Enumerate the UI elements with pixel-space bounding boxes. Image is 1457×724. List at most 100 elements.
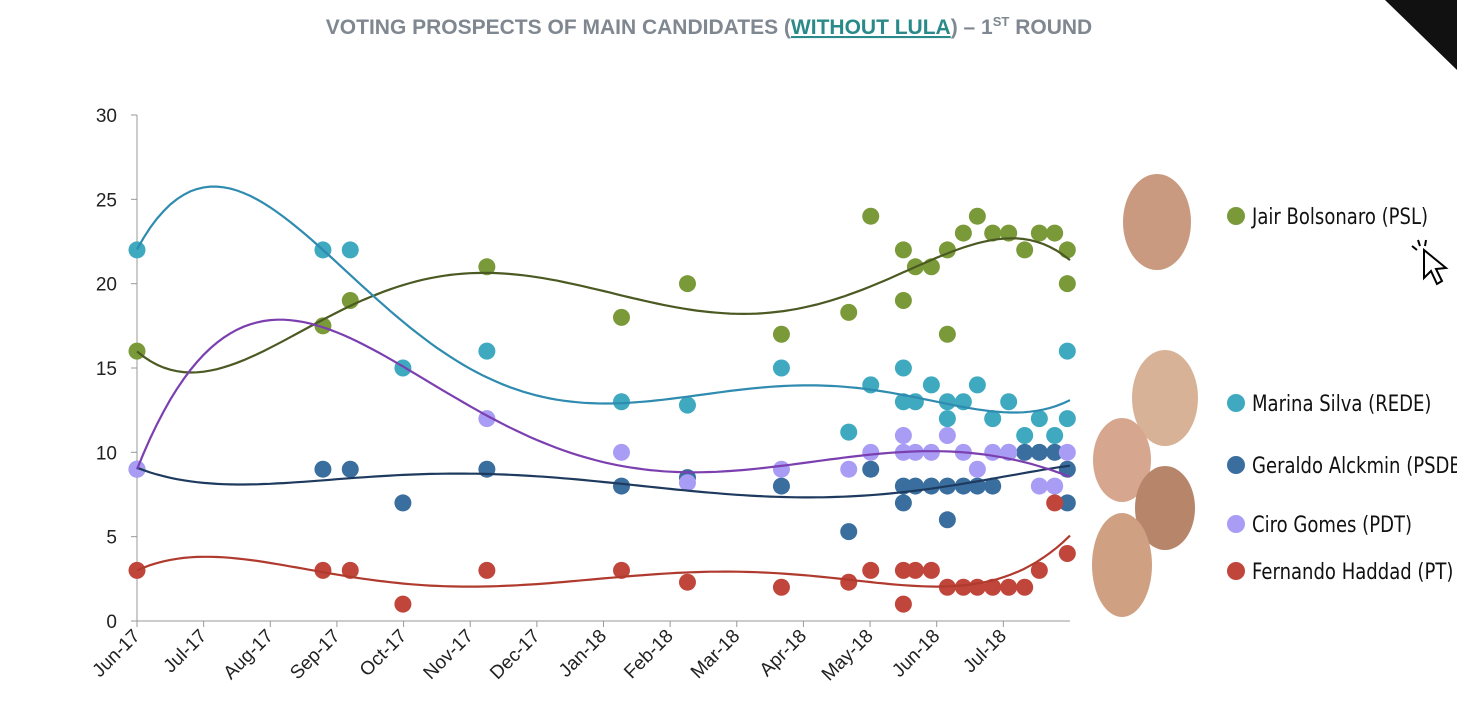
point xyxy=(772,359,790,377)
point xyxy=(394,595,412,613)
point xyxy=(314,561,332,579)
x-tick-label: May-18 xyxy=(818,626,878,686)
point xyxy=(984,410,1002,428)
x-tick-label: Jan-18 xyxy=(555,626,611,682)
point xyxy=(938,325,956,343)
x-tick-label: Dec-17 xyxy=(486,626,544,684)
point xyxy=(968,376,986,394)
point xyxy=(678,396,696,414)
legend-label: Marina Silva (REDE) xyxy=(1252,390,1431,416)
point xyxy=(772,578,790,596)
x-tick-label: Oct-17 xyxy=(356,626,411,681)
point xyxy=(612,477,630,495)
point xyxy=(314,460,332,478)
point xyxy=(922,443,940,461)
point xyxy=(894,494,912,512)
point xyxy=(894,292,912,310)
point xyxy=(894,477,912,495)
series xyxy=(128,207,1076,360)
point xyxy=(1030,410,1048,428)
point xyxy=(922,477,940,495)
point xyxy=(1058,494,1076,512)
y-tick-label: 15 xyxy=(96,359,117,380)
legend-marker xyxy=(1227,207,1245,225)
point xyxy=(1058,275,1076,293)
point xyxy=(862,561,880,579)
point xyxy=(1000,443,1018,461)
point xyxy=(862,460,880,478)
cursor-icon xyxy=(1411,239,1449,286)
point xyxy=(954,477,972,495)
title-part: VOTING PROSPECTS OF MAIN CANDIDATES ( xyxy=(326,16,791,39)
point xyxy=(954,578,972,596)
point xyxy=(894,561,912,579)
point xyxy=(1016,578,1034,596)
point xyxy=(341,460,359,478)
x-tick-label: Aug-17 xyxy=(220,626,278,684)
point xyxy=(478,342,496,360)
point xyxy=(478,258,496,276)
x-tick-label: Jun-17 xyxy=(89,626,145,682)
point xyxy=(840,573,858,591)
point xyxy=(938,410,956,428)
point xyxy=(341,561,359,579)
point xyxy=(612,308,630,326)
legend-marker xyxy=(1227,515,1245,533)
title-part: ) – 1 xyxy=(951,16,993,39)
point xyxy=(612,561,630,579)
legend-label: Jair Bolsonaro (PSL) xyxy=(1250,203,1428,229)
trend-line xyxy=(136,464,1071,499)
point xyxy=(478,561,496,579)
point xyxy=(1030,477,1048,495)
point xyxy=(922,376,940,394)
legend-marker xyxy=(1227,394,1245,412)
point xyxy=(954,224,972,242)
x-tick-label: Sep-17 xyxy=(286,626,344,684)
title-part: WITHOUT LULA xyxy=(791,16,951,39)
point xyxy=(1016,426,1034,444)
x-tick-label: Jul-17 xyxy=(160,626,211,677)
point xyxy=(840,523,858,541)
point xyxy=(968,207,986,225)
point xyxy=(984,443,1002,461)
legend-marker xyxy=(1227,456,1245,474)
photo xyxy=(1135,466,1195,550)
trend-line xyxy=(135,318,1071,478)
point xyxy=(1046,477,1064,495)
title-part: ST xyxy=(993,14,1010,29)
point xyxy=(1016,443,1034,461)
legend-label: Fernando Haddad (PT) xyxy=(1252,558,1453,584)
y-tick-label: 25 xyxy=(96,190,117,211)
trend-line xyxy=(136,185,1071,414)
point xyxy=(840,423,858,441)
point xyxy=(1046,443,1064,461)
point xyxy=(1058,342,1076,360)
point xyxy=(938,511,956,529)
point xyxy=(1058,241,1076,259)
candidate-photos xyxy=(1092,174,1198,617)
x-tick-label: Jun-18 xyxy=(888,626,944,682)
point xyxy=(984,224,1002,242)
point xyxy=(894,359,912,377)
point xyxy=(840,303,858,321)
trend-line xyxy=(136,237,1071,374)
point xyxy=(1000,578,1018,596)
point xyxy=(1058,443,1076,461)
point xyxy=(1030,561,1048,579)
point xyxy=(894,595,912,613)
point xyxy=(128,241,146,259)
legend-label: Ciro Gomes (PDT) xyxy=(1252,511,1412,537)
photo xyxy=(1123,174,1191,270)
photo xyxy=(1093,418,1151,502)
corner-decoration xyxy=(1385,0,1457,70)
point xyxy=(1058,545,1076,563)
point xyxy=(840,460,858,478)
point xyxy=(1016,241,1034,259)
x-tick-label: Nov-17 xyxy=(420,626,478,684)
point xyxy=(894,426,912,444)
series xyxy=(128,410,1076,495)
point xyxy=(1046,494,1064,512)
photo xyxy=(1132,350,1198,446)
x-tick-label: Apr-18 xyxy=(756,626,811,681)
